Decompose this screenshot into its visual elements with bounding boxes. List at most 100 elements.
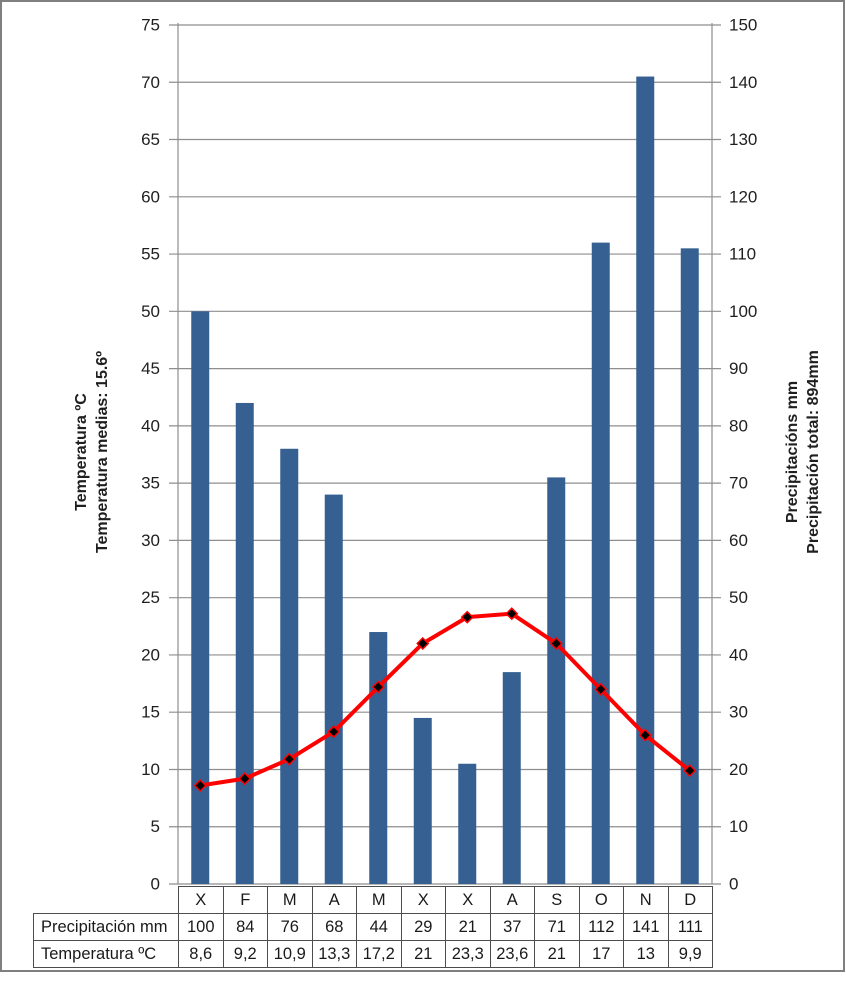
right-axis-tick-label: 20: [729, 760, 748, 779]
right-axis-tick-label: 120: [729, 187, 757, 206]
precipitation-value: 84: [222, 913, 268, 941]
temperature-value: 9,2: [222, 940, 268, 968]
left-axis-title-line2: Temperatura medias: 15.6º: [94, 350, 111, 554]
precipitation-value: 111: [667, 913, 713, 941]
precipitation-bar: [369, 632, 388, 884]
precipitation-value: 21: [445, 913, 491, 941]
precipitation-value: 71: [534, 913, 580, 941]
precipitation-value: 141: [623, 913, 669, 941]
temperature-marker-diamond: [549, 636, 563, 651]
precipitation-bar: [235, 402, 254, 884]
temperature-value: 17: [578, 940, 624, 968]
right-axis-tick-label: 90: [729, 359, 748, 378]
left-axis-tick-label: 35: [141, 474, 160, 493]
right-axis-title-line1: Precipitacións mm: [784, 380, 801, 524]
temperature-row-label: Temperatura ºC: [33, 940, 179, 968]
month-label: D: [667, 886, 713, 914]
temperature-marker-diamond: [193, 778, 207, 793]
temperature-marker-diamond: [638, 728, 652, 742]
precipitation-bar: [680, 248, 699, 885]
right-axis-tick-label: 60: [729, 531, 748, 550]
temperature-line: [198, 611, 692, 788]
temperature-marker-diamond: [683, 764, 697, 778]
temperature-value: 9,9: [667, 940, 713, 968]
temperature-value: 23,6: [489, 940, 535, 968]
right-axis-tick-label: 130: [729, 130, 757, 149]
right-axis-tick-label: 140: [729, 73, 757, 92]
left-axis-tick-label: 30: [141, 531, 160, 550]
precipitation-bar: [636, 76, 655, 885]
left-axis-tick-label: 0: [151, 875, 160, 894]
precipitation-value: 44: [356, 913, 402, 941]
right-axis-tick-label: 110: [729, 245, 756, 264]
right-axis-title-line2: Precipitación total: 894mm: [805, 350, 822, 554]
table-corner-cell: [34, 887, 179, 914]
precipitation-bar: [502, 672, 521, 884]
temperature-marker-diamond: [460, 610, 474, 624]
month-label: X: [445, 886, 491, 914]
left-axis-tick-label: 45: [141, 359, 160, 378]
left-axis-tick-label: 25: [141, 588, 160, 607]
left-axis-tick-label: 55: [141, 245, 160, 264]
temperature-marker-diamond: [505, 607, 519, 621]
left-axis-title-line1: Temperatura ºC: [73, 393, 90, 511]
right-axis-tick-label: 30: [729, 703, 748, 722]
precipitation-bar: [458, 763, 477, 884]
table-row: Precipitación mm 100 84 76 68 44 29 21 37 71 112 14…: [33, 913, 713, 941]
month-label: M: [356, 886, 402, 914]
temperature-value: 13,3: [311, 940, 357, 968]
right-axis-tick-label: 80: [729, 416, 748, 435]
left-axis-tick-label: 60: [141, 187, 160, 206]
precipitation-bar: [591, 242, 610, 884]
precipitation-value: 76: [267, 913, 313, 941]
left-axis-tick-label: 10: [141, 760, 160, 779]
left-axis-tick-label: 75: [141, 16, 160, 35]
month-label: S: [534, 886, 580, 914]
left-axis-tick-label: 70: [141, 73, 160, 92]
left-axis-tick-label: 65: [141, 130, 160, 149]
month-label: A: [311, 886, 357, 914]
precipitation-bar: [413, 717, 432, 884]
temperature-value: 10,9: [267, 940, 313, 968]
temperature-marker-diamond: [282, 752, 296, 766]
table-row: Temperatura ºC 8,6 9,2 10,9 13,3 17,2 21 23,3 23…: [33, 940, 713, 968]
month-label: A: [489, 886, 535, 914]
temperature-marker-diamond: [238, 772, 252, 786]
month-label: X: [178, 886, 224, 914]
precipitation-bar: [547, 477, 566, 884]
right-axis-tick-label: 0: [729, 875, 738, 894]
left-axis-tick-label: 40: [141, 416, 160, 435]
precipitation-bar: [280, 448, 299, 884]
temperature-value: 17,2: [356, 940, 402, 968]
precipitation-value: 68: [311, 913, 357, 941]
left-axis-tick-label: 50: [141, 302, 160, 321]
precipitation-row-label: Precipitación mm: [33, 913, 179, 941]
right-axis-tick-label: 70: [729, 474, 748, 493]
month-label: X: [400, 886, 446, 914]
month-label: N: [623, 886, 669, 914]
month-label: F: [222, 886, 268, 914]
chart-data-table: X F M A M X X A S O N D Precipitación mm 100 84 76 68 44 2…: [33, 886, 713, 968]
temperature-marker-diamond: [327, 725, 341, 739]
precipitation-value: 37: [489, 913, 535, 941]
precipitation-value: 112: [578, 913, 624, 941]
precipitation-value: 29: [400, 913, 446, 941]
right-axis-tick-label: 40: [729, 645, 748, 664]
right-axis-tick-label: 150: [729, 16, 757, 35]
right-axis-title: Precipitacións mm Precipitación total: 8…: [782, 42, 824, 862]
left-axis-title: Temperatura ºC Temperatura medias: 15.6º: [71, 42, 113, 862]
left-axis-tick-label: 20: [141, 645, 160, 664]
temperature-value: 23,3: [445, 940, 491, 968]
left-axis-tick-label: 15: [141, 703, 160, 722]
precipitation-bar: [324, 494, 343, 884]
temperature-marker-diamond: [416, 636, 430, 651]
month-label: M: [267, 886, 313, 914]
temperature-marker-diamond: [371, 680, 385, 694]
temperature-value: 13: [623, 940, 669, 968]
temperature-value: 21: [534, 940, 580, 968]
precipitation-bar: [191, 311, 210, 884]
temperature-value: 8,6: [178, 940, 224, 968]
